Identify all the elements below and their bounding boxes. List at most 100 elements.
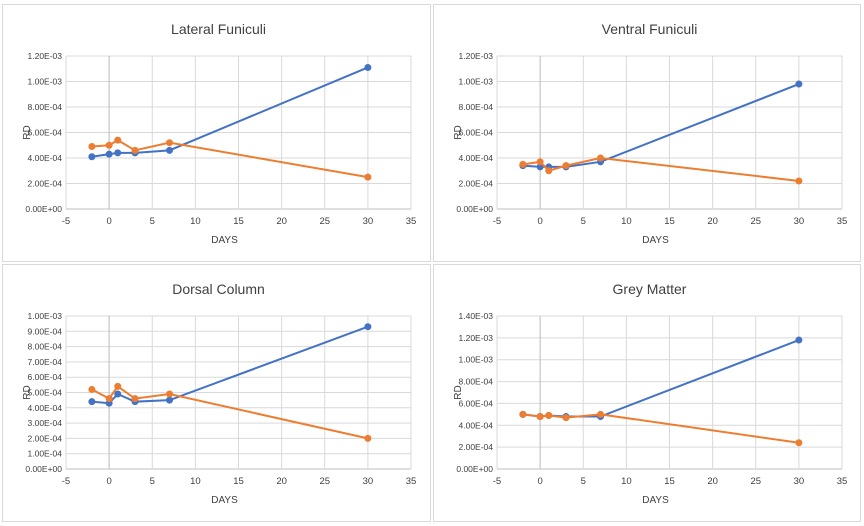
y-tick-label: 8.00E-04 — [459, 102, 494, 112]
x-tick-label: 20 — [707, 216, 718, 227]
x-tick-label: 30 — [794, 216, 805, 227]
y-axis-label: RD — [22, 125, 33, 139]
x-tick-label: 5 — [150, 476, 155, 487]
y-tick-label: 1.00E-04 — [28, 449, 63, 459]
x-tick-label: 35 — [837, 216, 848, 227]
series-line-1 — [522, 83, 800, 168]
x-tick-label: -5 — [493, 476, 501, 487]
y-tick-label: 0.00E+00 — [456, 204, 493, 214]
chart-title: Grey Matter — [613, 281, 687, 297]
chart-panel-ventral-funiculi: Ventral Funiculi 0.00E+00 2.00E-04 4.00E-04… — [433, 4, 861, 262]
series-line-1 — [522, 339, 800, 418]
x-tick-label: 35 — [406, 476, 417, 487]
x-tick-label: 0 — [537, 216, 542, 227]
y-axis-label: RD — [22, 385, 33, 399]
chart-svg: Lateral Funiculi 0.00E+00 2.00E-04 4.00E-04… — [22, 21, 417, 246]
x-tick-label: -5 — [62, 216, 70, 227]
data-point-series-1 — [166, 146, 173, 154]
x-tick-label: 25 — [750, 476, 761, 487]
chart-title: Lateral Funiculi — [171, 21, 266, 37]
y-tick-label: 6.00E-04 — [28, 128, 63, 138]
chart-svg: Ventral Funiculi 0.00E+00 2.00E-04 4.00E-04… — [453, 21, 848, 246]
y-tick-label: 1.20E-03 — [459, 333, 494, 343]
y-tick-label: 2.00E-04 — [459, 442, 494, 452]
y-tick-label: 1.20E-03 — [459, 51, 494, 61]
x-tick-label: 0 — [537, 476, 542, 487]
data-point-series-2 — [795, 177, 803, 185]
x-tick-label: 15 — [664, 476, 675, 487]
x-tick-label: 20 — [276, 216, 287, 227]
y-tick-label: 6.00E-04 — [28, 372, 63, 382]
y-tick-label: 4.00E-04 — [28, 153, 63, 163]
x-tick-label: 15 — [233, 476, 244, 487]
y-tick-label: 0.00E+00 — [456, 464, 493, 474]
y-tick-label: 4.00E-04 — [459, 420, 494, 430]
x-tick-label: 5 — [581, 216, 586, 227]
x-tick-label: 5 — [581, 476, 586, 487]
data-point-series-2 — [105, 395, 113, 403]
y-tick-label: 3.00E-04 — [28, 418, 63, 428]
chart-svg: Grey Matter 0.00E+00 2.00E-04 4.00E-04 6.00E… — [453, 281, 848, 506]
data-point-series-1 — [114, 390, 122, 398]
x-tick-label: 0 — [106, 476, 111, 487]
y-tick-label: 0.00E+00 — [25, 204, 62, 214]
data-point-series-2 — [166, 390, 173, 398]
series-line-1 — [91, 66, 369, 158]
x-tick-label: 15 — [233, 216, 244, 227]
y-tick-label: 4.00E-04 — [459, 153, 494, 163]
x-tick-label: 10 — [621, 216, 632, 227]
x-tick-label: 15 — [664, 216, 675, 227]
data-point-series-2 — [364, 434, 372, 442]
data-point-series-2 — [795, 439, 803, 447]
x-tick-label: 0 — [106, 216, 111, 227]
x-tick-label: 10 — [621, 476, 632, 487]
data-point-series-2 — [131, 146, 139, 154]
chart-title: Ventral Funiculi — [602, 21, 698, 37]
x-tick-label: 10 — [190, 216, 201, 227]
data-point-series-2 — [597, 154, 604, 162]
data-point-series-2 — [114, 136, 122, 144]
data-point-series-2 — [562, 162, 570, 170]
chart-panel-lateral-funiculi: Lateral Funiculi 0.00E+00 2.00E-04 4.00E-04… — [2, 4, 431, 262]
data-point-series-2 — [536, 413, 544, 421]
data-point-series-2 — [597, 410, 604, 418]
series-line-2 — [91, 138, 369, 179]
x-tick-label: -5 — [493, 216, 501, 227]
x-tick-label: 20 — [707, 476, 718, 487]
data-point-series-1 — [536, 163, 544, 171]
data-point-series-2 — [545, 167, 553, 175]
data-point-series-2 — [536, 158, 544, 166]
y-axis-label: RD — [453, 385, 464, 399]
y-tick-label: 4.00E-04 — [28, 403, 63, 413]
chart-title: Dorsal Column — [172, 281, 265, 297]
x-axis-label: DAYS — [211, 235, 238, 246]
data-point-series-2 — [519, 410, 527, 418]
chart-svg: Dorsal Column 0.00E+00 1.00E-04 2.00E-04 3.0… — [22, 281, 417, 506]
x-tick-label: 35 — [406, 216, 417, 227]
y-tick-label: 8.00E-04 — [28, 102, 63, 112]
data-point-series-2 — [105, 141, 113, 149]
data-point-series-1 — [88, 153, 96, 161]
data-point-series-1 — [166, 396, 173, 404]
y-tick-label: 8.00E-04 — [28, 342, 63, 352]
data-point-series-2 — [88, 385, 96, 393]
y-tick-label: 6.00E-04 — [459, 128, 494, 138]
y-tick-label: 1.20E-03 — [28, 51, 63, 61]
x-tick-label: 25 — [319, 216, 330, 227]
chart-panel-dorsal-column: Dorsal Column 0.00E+00 1.00E-04 2.00E-04 3.0… — [2, 264, 431, 522]
series-line-2 — [91, 384, 369, 440]
x-tick-label: -5 — [62, 476, 70, 487]
y-tick-label: 6.00E-04 — [459, 398, 494, 408]
data-point-series-1 — [795, 336, 803, 344]
y-axis-label: RD — [453, 125, 464, 139]
x-tick-label: 35 — [837, 476, 848, 487]
data-point-series-1 — [88, 398, 96, 406]
x-axis-label: DAYS — [211, 495, 238, 506]
data-point-series-2 — [114, 382, 122, 390]
y-tick-label: 1.40E-03 — [459, 311, 494, 321]
y-tick-label: 1.00E-03 — [28, 77, 63, 87]
data-point-series-2 — [166, 139, 173, 147]
data-point-series-1 — [364, 323, 372, 331]
data-point-series-2 — [364, 173, 372, 181]
x-tick-label: 5 — [150, 216, 155, 227]
